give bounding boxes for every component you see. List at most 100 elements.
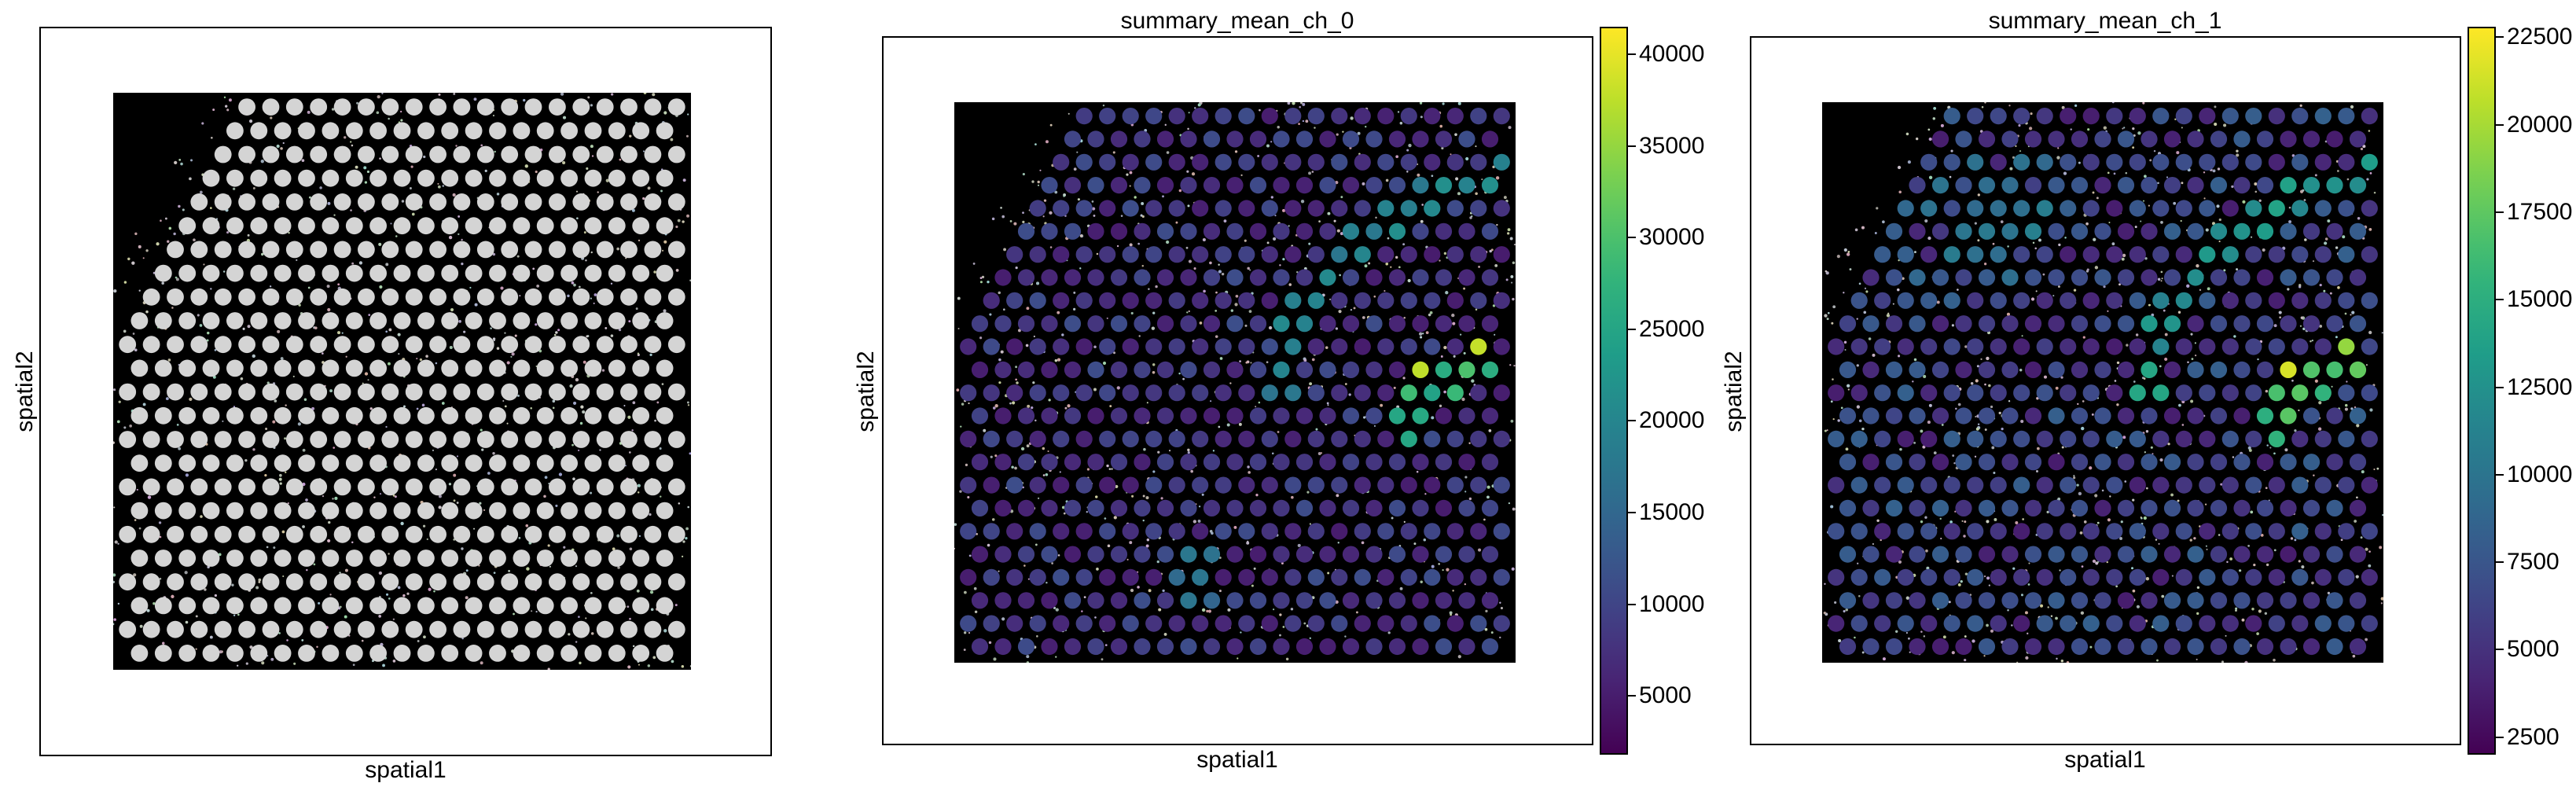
tissue-speckle <box>1895 630 1898 633</box>
spot <box>1446 108 1464 125</box>
tissue-speckle <box>1292 102 1295 105</box>
spot <box>1029 292 1046 309</box>
tissue-speckle <box>2063 171 2067 175</box>
tissue-speckle <box>2042 273 2045 276</box>
tissue-speckle <box>2241 618 2245 622</box>
spot <box>1920 153 1938 171</box>
spot <box>2221 430 2239 447</box>
spot <box>1377 153 1395 171</box>
tissue-speckle <box>1920 429 1924 433</box>
tissue-speckle <box>1924 219 1928 223</box>
spot <box>2036 523 2053 540</box>
spot <box>2060 292 2077 309</box>
tissue-speckle <box>1131 494 1134 498</box>
spot <box>1249 546 1267 563</box>
tissue-speckle <box>1831 322 1834 325</box>
tissue-speckle <box>279 473 282 477</box>
spot <box>608 312 626 329</box>
tissue-speckle <box>351 541 354 544</box>
tissue-speckle <box>351 144 354 147</box>
spot <box>369 122 387 140</box>
tissue-speckle <box>1311 171 1314 173</box>
tissue-speckle <box>223 96 226 98</box>
tissue-speckle <box>2028 562 2030 564</box>
spot <box>1388 499 1406 516</box>
tissue-speckle <box>523 98 526 102</box>
spot <box>167 573 184 591</box>
tissue-speckle <box>1471 379 1475 383</box>
tissue-speckle <box>226 231 230 234</box>
spot <box>1354 153 1371 171</box>
spot <box>298 169 315 187</box>
spot <box>1897 292 1914 309</box>
spot <box>476 620 494 638</box>
colorbar-tick-mark <box>2496 561 2504 564</box>
tissue-speckle <box>1249 269 1251 271</box>
tissue-speckle <box>1212 450 1215 452</box>
spot <box>1215 568 1232 586</box>
spot <box>1342 407 1360 425</box>
tissue-speckle <box>184 571 188 575</box>
tissue-speckle <box>1012 401 1016 405</box>
tissue-speckle <box>417 640 420 642</box>
tissue-speckle <box>136 488 138 491</box>
tissue-speckle <box>526 567 530 571</box>
spot <box>1412 454 1429 471</box>
spot <box>2001 499 2019 516</box>
tissue-speckle <box>1868 337 1872 340</box>
tissue-speckle <box>562 116 567 119</box>
spot <box>2326 454 2343 471</box>
spot <box>549 288 566 306</box>
panel-3-scatter <box>1823 102 2383 663</box>
spot <box>1017 546 1035 563</box>
tissue-speckle <box>638 535 641 538</box>
spot <box>1145 430 1163 447</box>
spot <box>2001 546 2019 563</box>
tissue-speckle <box>2081 565 2084 568</box>
tissue-speckle <box>1138 335 1141 337</box>
tissue-speckle <box>1933 451 1937 455</box>
spot <box>1909 361 1926 378</box>
tissue-speckle <box>511 352 515 356</box>
spot <box>1481 638 1499 656</box>
tissue-speckle <box>1157 450 1160 454</box>
spot <box>1920 200 1938 217</box>
spot <box>1470 200 1487 217</box>
spot <box>1828 568 1845 586</box>
tissue-speckle <box>252 354 255 358</box>
spot <box>572 193 590 211</box>
tissue-speckle <box>1034 143 1037 145</box>
spot <box>2163 499 2181 516</box>
spot <box>2163 407 2181 425</box>
tissue-speckle <box>637 491 640 494</box>
spot <box>1909 454 1926 471</box>
spot <box>2338 108 2355 125</box>
spot <box>971 638 989 656</box>
spot <box>1295 407 1314 425</box>
tissue-speckle <box>578 616 580 619</box>
tissue-speckle <box>185 620 189 624</box>
tissue-speckle <box>1022 220 1025 223</box>
tissue-speckle <box>1964 572 1968 575</box>
spot <box>190 193 208 211</box>
spot <box>1446 615 1464 632</box>
tissue-speckle <box>228 98 232 102</box>
spot <box>1446 523 1464 540</box>
spot <box>476 478 494 496</box>
tissue-speckle <box>1027 404 1031 408</box>
spot <box>2048 638 2065 656</box>
spot <box>620 336 638 354</box>
spot <box>549 573 566 591</box>
spot <box>1331 430 1348 447</box>
tissue-speckle <box>1960 579 1963 583</box>
spot <box>142 525 160 543</box>
spot <box>369 597 387 615</box>
tissue-speckle <box>1063 195 1065 197</box>
spot <box>1273 177 1290 194</box>
spot <box>1458 454 1475 471</box>
spot <box>1261 200 1278 217</box>
spot <box>2175 476 2192 494</box>
spot <box>584 597 602 615</box>
tissue-speckle <box>1490 248 1494 252</box>
tissue-speckle <box>1023 564 1026 567</box>
